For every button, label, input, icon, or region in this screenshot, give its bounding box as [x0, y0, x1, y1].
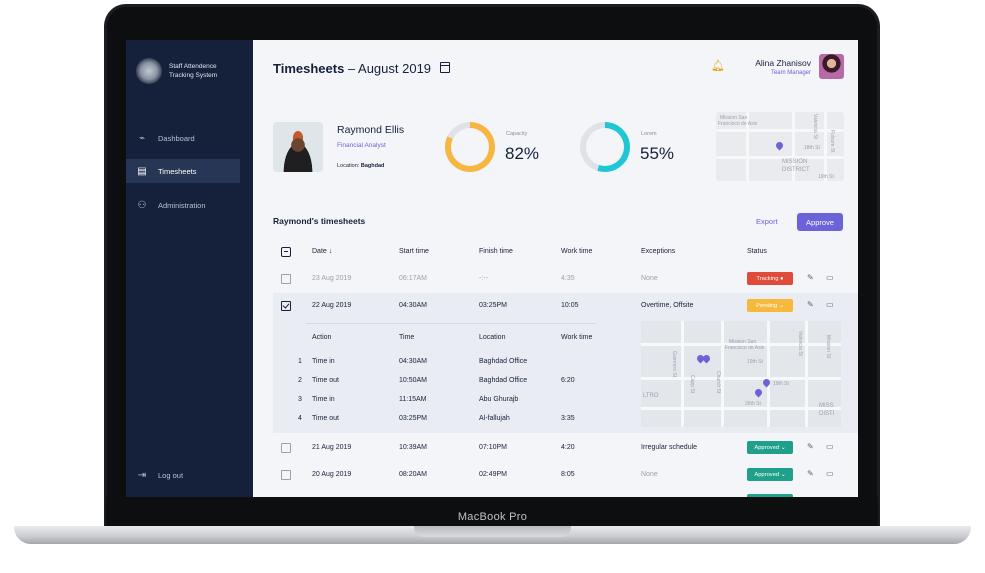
- logout-button[interactable]: ⇥ Log out: [126, 463, 240, 487]
- col-start-time[interactable]: Start time: [399, 248, 429, 255]
- capacity-label: Capacity: [506, 131, 528, 137]
- status-dropdown[interactable]: Approved ⌄: [747, 441, 793, 454]
- calendar-icon[interactable]: [440, 62, 450, 73]
- employee-photo: [273, 122, 323, 172]
- approve-button[interactable]: Approve: [797, 213, 843, 231]
- row-checkbox[interactable]: [281, 301, 291, 311]
- edit-icon[interactable]: ✎: [807, 469, 814, 478]
- employee-role: Financial Analyst: [337, 142, 386, 149]
- capacity-donut: [445, 122, 495, 172]
- location-pin-icon[interactable]: [753, 387, 764, 398]
- col-status[interactable]: Status: [747, 248, 767, 255]
- status-dropdown[interactable]: Pending ⌄: [747, 299, 793, 312]
- row-checkbox[interactable]: [281, 274, 291, 284]
- detail-col-time: Time: [399, 334, 415, 341]
- detail-col-location: Location: [479, 334, 506, 341]
- user-name: Alina Zhanisov: [755, 58, 811, 68]
- col-work-time[interactable]: Work time: [561, 248, 593, 255]
- document-icon: ▤: [137, 165, 147, 177]
- comment-icon[interactable]: ▭: [826, 442, 834, 451]
- status-badge[interactable]: Tracking ●: [747, 272, 793, 285]
- detail-col-action: Action: [312, 334, 332, 341]
- col-finish-time[interactable]: Finish time: [479, 248, 513, 255]
- laptop-model-label: MacBook Pro: [457, 511, 528, 523]
- employee-location: Location: Baghdad: [337, 163, 385, 169]
- row-checkbox[interactable]: [281, 443, 291, 453]
- employee-name: Raymond Ellis: [337, 124, 405, 136]
- col-exceptions[interactable]: Exceptions: [641, 248, 676, 255]
- lorem-value: 55%: [640, 144, 675, 163]
- user-role: Team Manager: [770, 70, 811, 76]
- status-badge-partial: [747, 494, 793, 497]
- laptop-notch: [414, 526, 571, 537]
- edit-icon[interactable]: ✎: [807, 273, 814, 282]
- capacity-value: 82%: [505, 144, 540, 163]
- activity-icon: ⌁: [138, 132, 146, 144]
- edit-icon[interactable]: ✎: [807, 300, 814, 309]
- app-screen: Staff Attendence Tracking System ⌁ Dashb…: [126, 40, 858, 497]
- col-date[interactable]: Date ↓: [312, 248, 333, 255]
- detail-divider: [306, 323, 596, 324]
- app-brand: Staff Attendence Tracking System: [169, 63, 218, 79]
- app-logo: [136, 58, 162, 84]
- logout-icon: ⇥: [137, 469, 147, 481]
- users-icon: ⚇: [137, 199, 147, 211]
- sidebar-item-timesheets[interactable]: ▤ Timesheets: [126, 159, 240, 183]
- export-link[interactable]: Export: [756, 217, 778, 226]
- laptop-chin: [106, 497, 878, 527]
- timesheets-title: Raymond's timesheets: [273, 216, 366, 226]
- page-title: Timesheets – August 2019: [273, 61, 432, 76]
- sidebar: Staff Attendence Tracking System ⌁ Dashb…: [126, 40, 253, 497]
- lorem-donut: [580, 122, 630, 172]
- user-avatar[interactable]: [819, 54, 844, 79]
- location-pin-icon[interactable]: [774, 140, 785, 151]
- lorem-label: Lorem: [641, 131, 657, 137]
- comment-icon[interactable]: ▭: [826, 300, 834, 309]
- sidebar-item-dashboard[interactable]: ⌁ Dashboard: [126, 126, 240, 150]
- comment-icon[interactable]: ▭: [826, 273, 834, 282]
- row-checkbox[interactable]: [281, 470, 291, 480]
- detail-col-work-time: Work time: [561, 334, 593, 341]
- edit-icon[interactable]: ✎: [807, 442, 814, 451]
- status-dropdown[interactable]: Approved ⌄: [747, 468, 793, 481]
- select-all-checkbox[interactable]: [281, 247, 291, 257]
- route-map[interactable]: Mission San Francisco de Asis Valencia S…: [641, 321, 841, 427]
- location-map[interactable]: Mission San Francisco de Asis MISSION DI…: [716, 112, 844, 181]
- location-pin-icon[interactable]: [701, 353, 712, 364]
- bell-icon[interactable]: 🔔︎: [711, 60, 725, 72]
- comment-icon[interactable]: ▭: [826, 469, 834, 478]
- sidebar-item-administration[interactable]: ⚇ Administration: [126, 193, 240, 217]
